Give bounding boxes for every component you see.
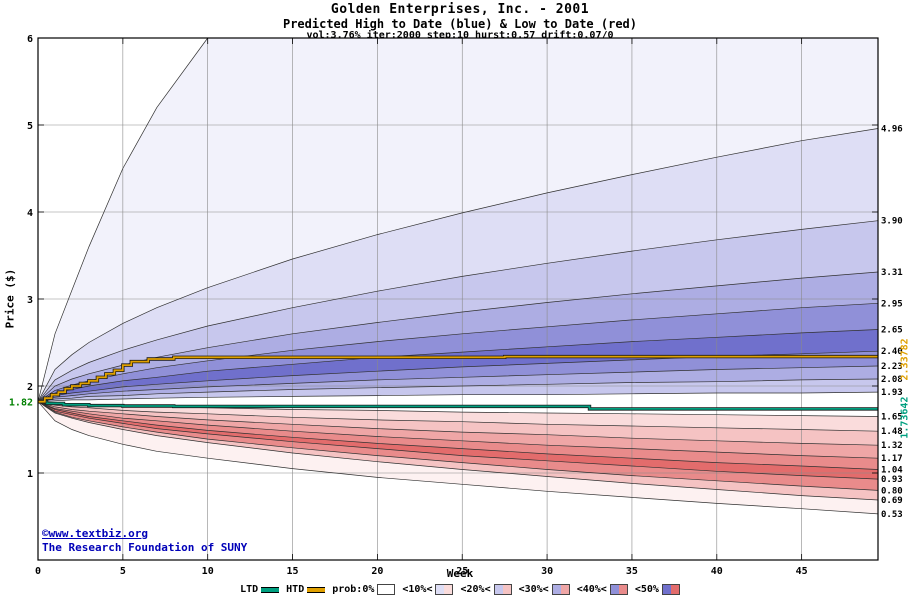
svg-text:0.93: 0.93 xyxy=(881,475,903,485)
legend-line-swatch xyxy=(261,586,280,593)
svg-text:0.80: 0.80 xyxy=(881,486,903,496)
svg-text:6: 6 xyxy=(27,34,33,45)
svg-text:1.32: 1.32 xyxy=(881,441,903,451)
legend-item: <20%< xyxy=(460,584,512,595)
chart-parameters: vol:3.76% iter:2000 step:10 hurst:0.57 d… xyxy=(306,30,614,41)
legend-probability-swatch xyxy=(661,584,680,595)
svg-text:45: 45 xyxy=(796,566,808,577)
svg-text:1.93: 1.93 xyxy=(881,388,903,398)
svg-text:0: 0 xyxy=(35,566,41,577)
svg-text:2: 2 xyxy=(27,382,33,393)
svg-text:2.40: 2.40 xyxy=(881,347,903,357)
svg-text:0.69: 0.69 xyxy=(881,496,903,506)
svg-text:3.31: 3.31 xyxy=(881,268,903,278)
svg-text:5: 5 xyxy=(120,566,126,577)
svg-text:20: 20 xyxy=(371,566,383,577)
svg-text:2.95: 2.95 xyxy=(881,299,903,309)
svg-text:2.08: 2.08 xyxy=(881,375,903,385)
legend-item: <10%< xyxy=(402,584,454,595)
svg-text:4: 4 xyxy=(27,208,33,219)
svg-text:3: 3 xyxy=(27,295,33,306)
svg-text:1.48: 1.48 xyxy=(881,427,903,437)
svg-text:1.65: 1.65 xyxy=(881,412,903,422)
svg-text:2.23: 2.23 xyxy=(881,362,903,372)
svg-text:30: 30 xyxy=(541,566,553,577)
svg-text:10: 10 xyxy=(202,566,214,577)
legend-item: <40%< xyxy=(577,584,628,595)
legend-label: <50% xyxy=(634,584,659,595)
svg-text:1: 1 xyxy=(27,469,33,480)
legend-item: <50% xyxy=(635,584,680,595)
svg-text:15: 15 xyxy=(287,566,299,577)
chart-subtitle: Predicted High to Date (blue) & Low to D… xyxy=(282,17,637,31)
x-axis-label: Week xyxy=(446,567,474,580)
svg-text:1.04: 1.04 xyxy=(881,466,903,476)
legend-probability-swatch xyxy=(609,584,628,595)
y-axis-label: Price ($) xyxy=(3,268,17,329)
chart-title: Golden Enterprises, Inc. - 2001 xyxy=(330,2,590,17)
legend-probability-swatch xyxy=(493,584,512,595)
svg-text:0.53: 0.53 xyxy=(881,510,903,520)
svg-text:40: 40 xyxy=(711,566,723,577)
svg-text:1.17: 1.17 xyxy=(881,454,903,464)
svg-text:25: 25 xyxy=(456,566,468,577)
legend-probability-swatch xyxy=(435,584,454,595)
svg-text:3.90: 3.90 xyxy=(881,217,903,227)
legend-item: LTD xyxy=(240,584,280,595)
legend-label: <10%< xyxy=(402,584,433,595)
svg-text:2.65: 2.65 xyxy=(881,325,903,335)
svg-text:35: 35 xyxy=(626,566,638,577)
legend-label: LTD xyxy=(240,584,259,595)
legend-probability-swatch xyxy=(551,584,570,595)
legend-label: HTD xyxy=(286,584,305,595)
legend-item: HTD xyxy=(286,584,326,595)
legend-label: <30%< xyxy=(518,584,549,595)
legend-label: <20%< xyxy=(460,584,491,595)
copyright-link[interactable]: ©www.textbiz.org xyxy=(42,527,148,540)
legend-label: <40%< xyxy=(576,584,607,595)
htd-final-value: 2.33782 xyxy=(899,338,911,381)
ltd-final-value: 1.73642 xyxy=(899,396,911,439)
legend-label: prob:0% xyxy=(332,584,375,595)
svg-text:5: 5 xyxy=(27,121,33,132)
legend-item: <30%< xyxy=(519,584,570,595)
legend: LTD HTD prob:0% <10%< <20%< <30%< <40%< <50% xyxy=(0,584,920,595)
final-value-labels: 1.73642 2.33782 xyxy=(900,309,913,469)
legend-item: prob:0% xyxy=(332,584,396,595)
legend-line-swatch xyxy=(307,586,326,593)
legend-probability-swatch xyxy=(377,584,396,595)
svg-text:1.82: 1.82 xyxy=(9,398,33,409)
svg-text:4.96: 4.96 xyxy=(881,124,903,134)
org-credit: The Research Foundation of SUNY xyxy=(42,541,248,554)
